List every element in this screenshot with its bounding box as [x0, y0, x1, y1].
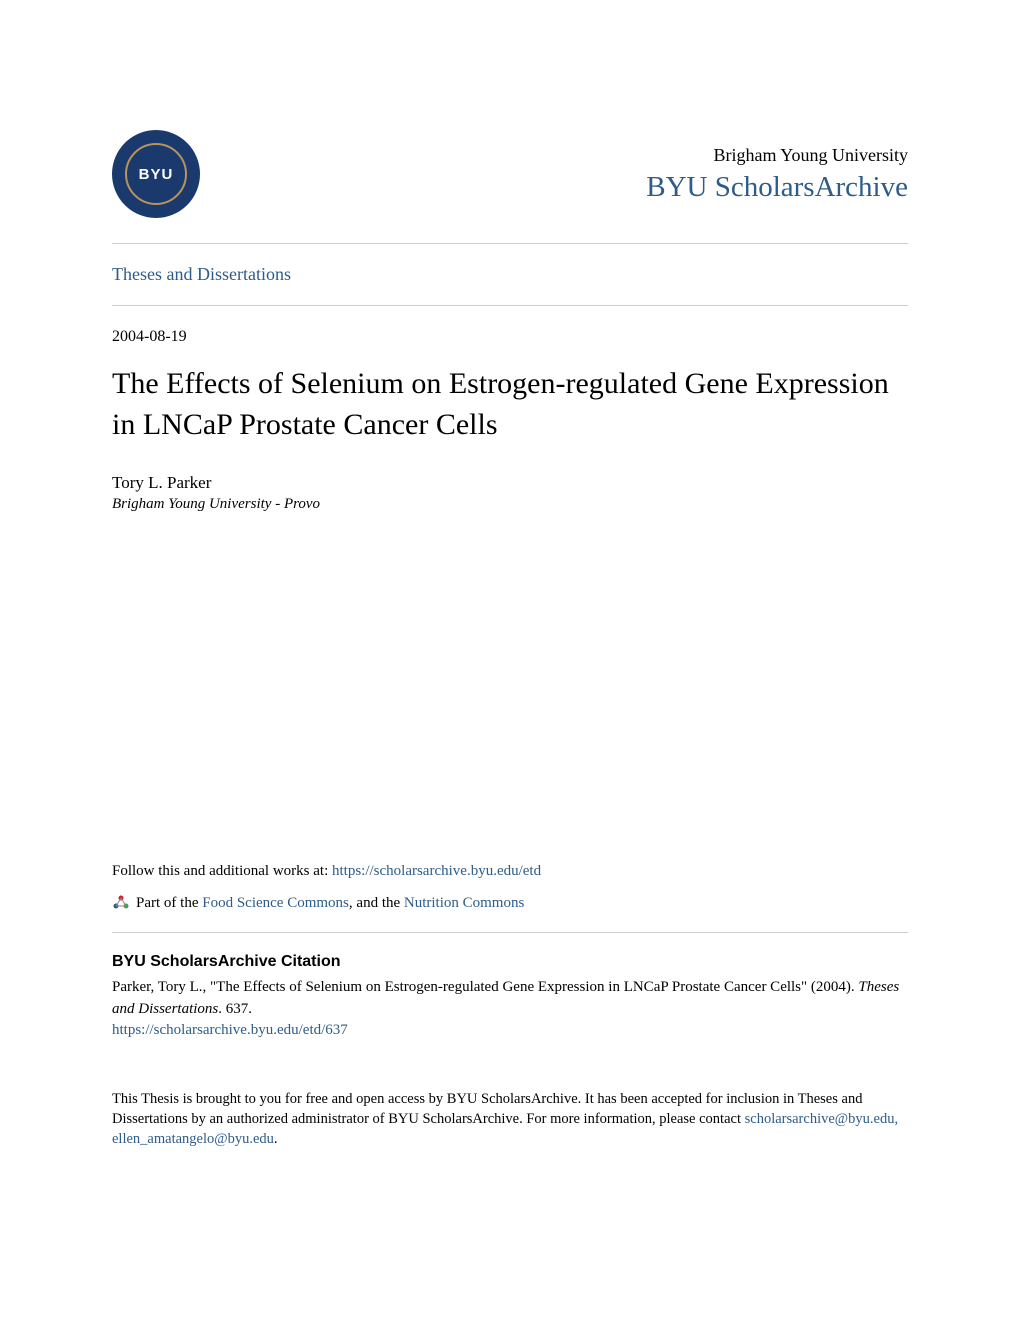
citation-text: Parker, Tory L., "The Effects of Seleniu…: [112, 977, 908, 1021]
seal-inner-ring: BYU: [125, 143, 187, 205]
commons-link-2[interactable]: Nutrition Commons: [404, 895, 524, 911]
archive-name[interactable]: BYU ScholarsArchive: [646, 171, 908, 204]
collection-link[interactable]: Theses and Dissertations: [112, 264, 291, 284]
citation-section: BYU ScholarsArchive Citation Parker, Tor…: [112, 933, 908, 1039]
commons-link-1[interactable]: Food Science Commons: [202, 895, 349, 911]
follow-prefix: Follow this and additional works at:: [112, 863, 332, 879]
citation-permalink[interactable]: https://scholarsarchive.byu.edu/etd/637: [112, 1022, 348, 1038]
part-of-prefix: Part of the: [136, 895, 202, 911]
page-container: BYU Brigham Young University BYU Scholar…: [0, 0, 1020, 1199]
author-name: Tory L. Parker: [112, 473, 908, 493]
citation-part2: . 637.: [218, 1001, 252, 1017]
article-title: The Effects of Selenium on Estrogen-regu…: [112, 364, 908, 445]
nav-section: Theses and Dissertations: [112, 244, 908, 305]
publication-date: 2004-08-19: [112, 328, 908, 346]
author-affiliation: Brigham Young University - Provo: [112, 496, 908, 513]
footer-section: This Thesis is brought to you for free a…: [112, 1089, 908, 1150]
footer-text: This Thesis is brought to you for free a…: [112, 1089, 908, 1150]
content-section: 2004-08-19 The Effects of Selenium on Es…: [112, 306, 908, 513]
citation-part1: Parker, Tory L., "The Effects of Seleniu…: [112, 979, 858, 995]
header-section: BYU Brigham Young University BYU Scholar…: [112, 130, 908, 218]
citation-heading: BYU ScholarsArchive Citation: [112, 953, 908, 971]
network-icon: [112, 894, 130, 912]
byu-seal-icon: BYU: [112, 130, 200, 218]
header-text-block: Brigham Young University BYU ScholarsArc…: [646, 145, 908, 204]
etd-url-link[interactable]: https://scholarsarchive.byu.edu/etd: [332, 863, 541, 879]
institution-name: Brigham Young University: [646, 145, 908, 166]
logo-container: BYU: [112, 130, 200, 218]
follow-section: Follow this and additional works at: htt…: [112, 863, 908, 1149]
seal-text: BYU: [139, 166, 174, 183]
archive-link[interactable]: BYU ScholarsArchive: [646, 171, 908, 203]
part-of-line: Part of the Food Science Commons, and th…: [112, 894, 908, 912]
part-of-middle: , and the: [349, 895, 404, 911]
footer-part2: .: [274, 1131, 278, 1147]
follow-works-line: Follow this and additional works at: htt…: [112, 863, 908, 880]
part-of-text: Part of the Food Science Commons, and th…: [136, 895, 524, 912]
